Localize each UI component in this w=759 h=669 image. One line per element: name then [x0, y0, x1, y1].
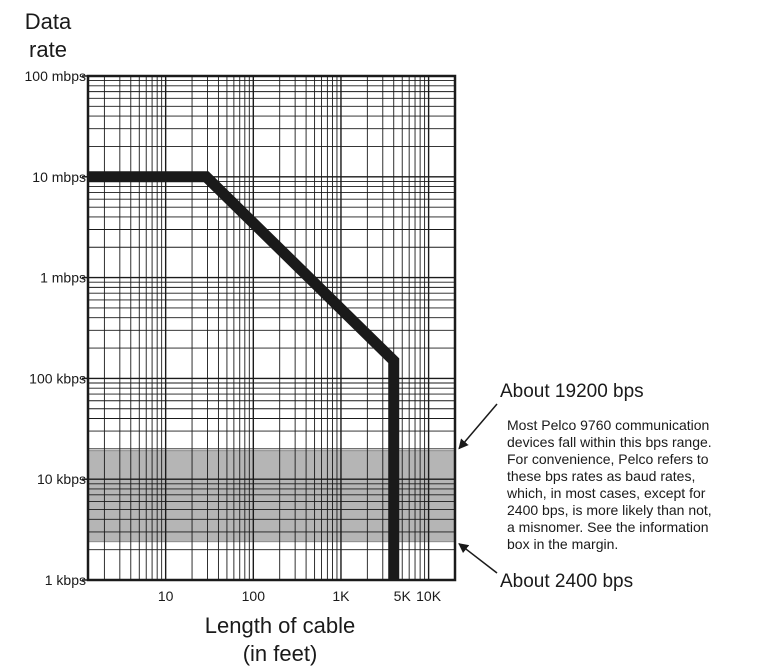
annotation-body: Most Pelco 9760 communication devices fa…	[507, 417, 757, 553]
y-tick-label: 1 kbps	[45, 572, 86, 588]
annotation-body-line: 2400 bps, is more likely than not,	[507, 502, 712, 518]
cable-length-limit-line	[88, 171, 400, 580]
series-layer	[87, 171, 400, 581]
x-tick-label: 10K	[416, 588, 442, 604]
x-axis-label-line2: (in feet)	[242, 641, 318, 666]
annotation-lower-title: About 2400 bps	[500, 571, 634, 592]
y-axis-label-line2: rate	[29, 37, 67, 62]
annotation-upper-arrow	[458, 403, 498, 450]
annotation-body-line: these bps rates as baud rates,	[507, 468, 696, 484]
y-tick-label: 10 kbps	[37, 471, 86, 487]
annotation-body-line: For convenience, Pelco refers to	[507, 451, 709, 467]
x-axis-label: Length of cable (in feet)	[180, 612, 380, 668]
bps-range-band-layer	[87, 450, 456, 543]
y-tick-label: 1 mbps	[40, 270, 86, 286]
annotation-body-line: Most Pelco 9760 communication	[507, 417, 710, 433]
annotation-body-line: a misnomer. See the information	[507, 519, 709, 535]
annotation-body-line: box in the margin.	[507, 536, 619, 552]
y-tick-label: 10 mbps	[32, 169, 86, 185]
tick-labels-layer: 1 kbps 10 kbps 100 kbps 1 mbps 10 mbps 100 mb…	[25, 68, 442, 604]
x-tick-label: 10	[158, 588, 174, 604]
annotation-lower-arrow	[458, 543, 498, 574]
bps-range-band	[87, 450, 456, 543]
plot-frame	[86, 74, 457, 582]
x-axis-label-line1: Length of cable	[204, 613, 356, 638]
y-tick-label: 100 mbps	[25, 68, 86, 84]
y-axis-label: Data rate	[8, 8, 88, 64]
x-tick-label: 1K	[332, 588, 350, 604]
x-tick-label: 5K	[394, 588, 412, 604]
annotation-body-line: which, in most cases, except for	[507, 485, 706, 501]
annotation-body-line: devices fall within this bps range.	[507, 434, 712, 450]
x-tick-label: 100	[242, 588, 266, 604]
annotation-arrows-layer	[458, 403, 498, 574]
y-axis-label-line1: Data	[24, 9, 72, 34]
y-tick-label: 100 kbps	[29, 370, 86, 386]
annotation-upper-title: About 19200 bps	[500, 381, 644, 402]
